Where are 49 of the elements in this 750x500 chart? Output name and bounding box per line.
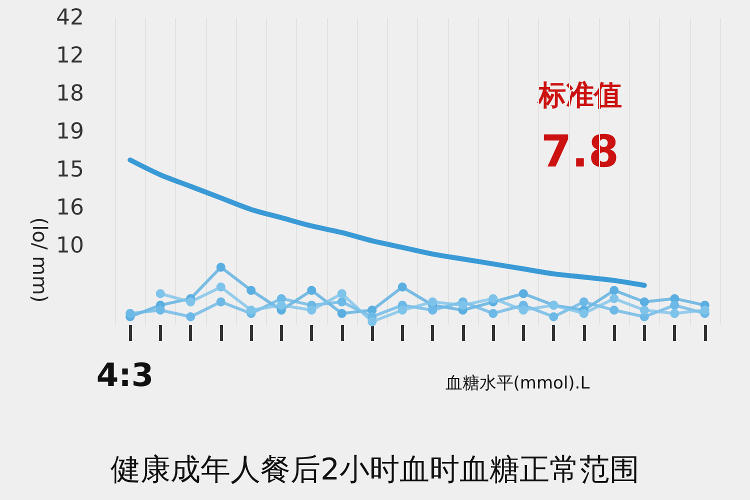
point: [518, 289, 528, 298]
point: [700, 306, 710, 315]
point: [186, 297, 196, 306]
point: [156, 306, 165, 315]
text: 10: [56, 234, 84, 258]
point: [337, 297, 346, 306]
point: [246, 286, 256, 295]
text: 15: [56, 158, 84, 182]
text: 4:3: [96, 356, 154, 394]
point: [610, 294, 619, 304]
point: [368, 317, 377, 326]
point: [216, 297, 226, 306]
text: 19: [56, 120, 84, 144]
point: [307, 286, 316, 295]
text: 42: [56, 6, 84, 30]
point: [610, 306, 619, 315]
annotation: 7.8: [541, 126, 619, 178]
point: [216, 282, 226, 292]
text: 12: [56, 44, 84, 68]
point: [337, 289, 346, 298]
point: [549, 312, 558, 322]
x-axis-title: 血糖水平(mmol).L: [445, 374, 590, 394]
point: [337, 308, 346, 318]
text: 16: [56, 196, 84, 220]
point: [246, 306, 256, 315]
text: 健康成年人餐后2小时血时血糖正常范围: [110, 452, 640, 488]
point: [640, 297, 649, 306]
point: [398, 282, 407, 292]
point: [156, 289, 165, 298]
point: [518, 306, 528, 315]
point: [428, 297, 438, 306]
text: 18: [56, 82, 84, 106]
point: [610, 286, 619, 295]
y-axis-title: (lo/ mm): [28, 217, 52, 303]
point: [579, 308, 588, 318]
point: [428, 306, 438, 315]
point: [488, 294, 498, 304]
point: [216, 262, 226, 272]
point: [186, 312, 196, 322]
point: [640, 306, 649, 315]
point: [307, 306, 316, 315]
point: [579, 297, 588, 306]
point: [488, 308, 498, 318]
point: [126, 308, 135, 318]
point: [276, 300, 286, 310]
point: [670, 308, 680, 318]
point: [458, 300, 468, 310]
point: [398, 306, 407, 315]
point: [670, 300, 680, 310]
